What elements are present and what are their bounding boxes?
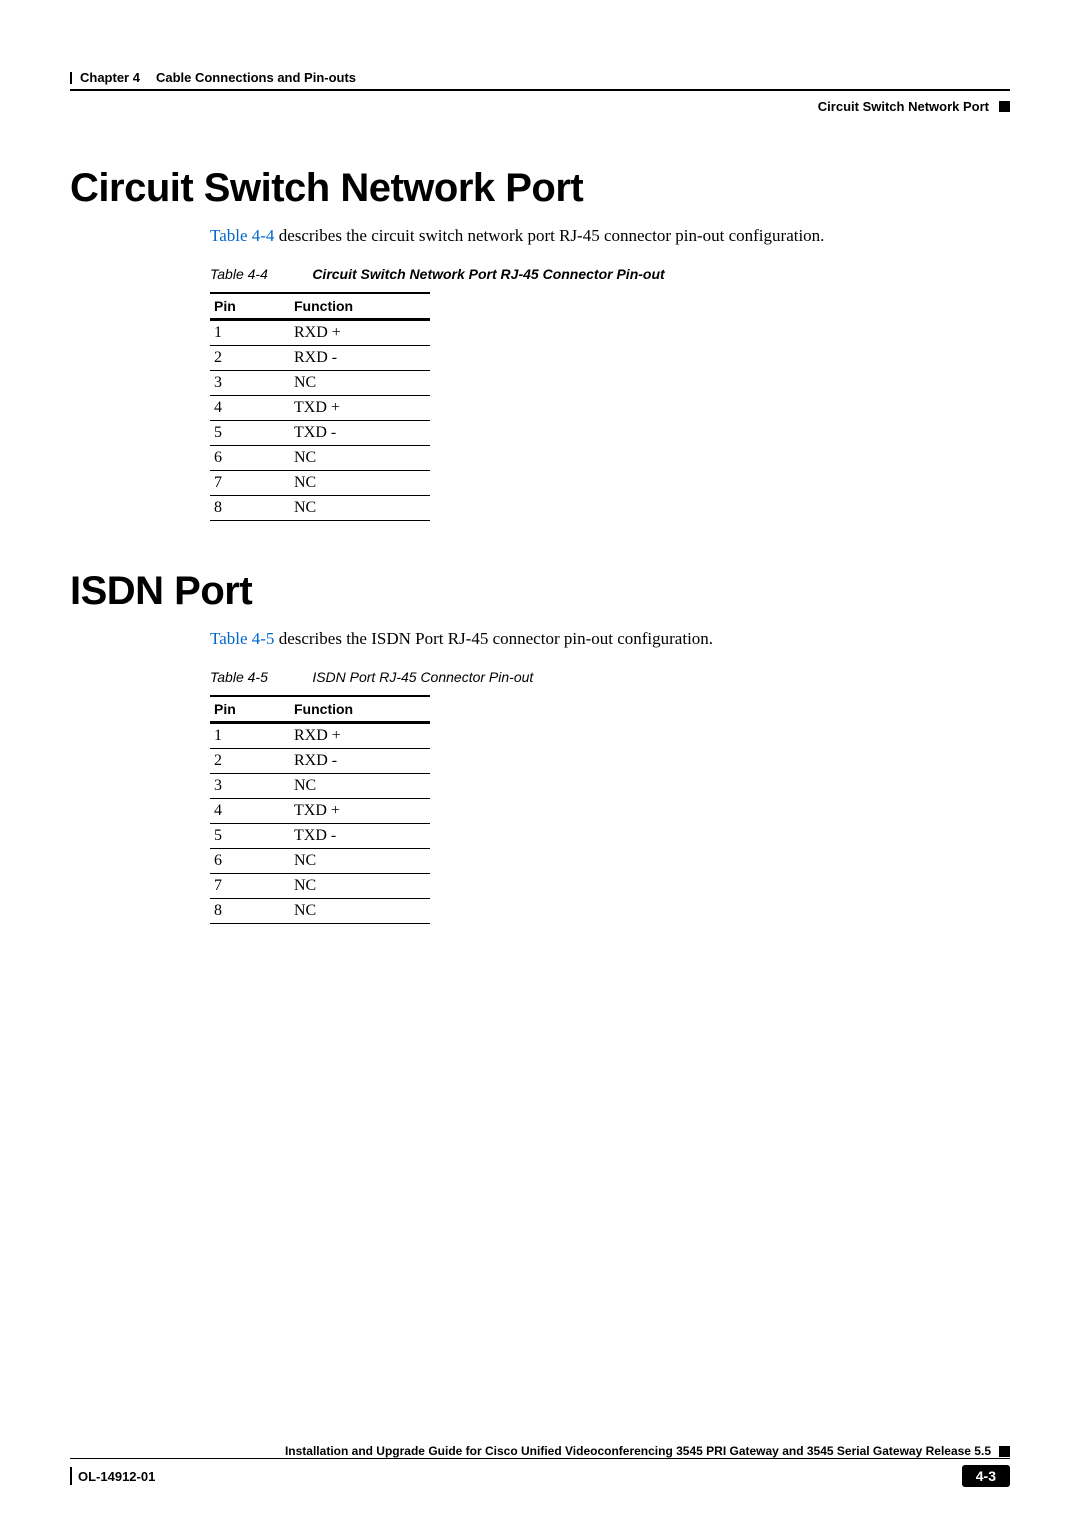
cell: 1 — [210, 723, 290, 748]
table-row: 2RXD - — [210, 748, 430, 773]
header-row-right: Circuit Switch Network Port — [70, 95, 1010, 118]
cell: 5 — [210, 420, 290, 445]
table-row: 2RXD - — [210, 345, 430, 370]
table-4-4-link[interactable]: Table 4-4 — [210, 226, 274, 245]
table-row: 1RXD + — [210, 320, 430, 345]
footer-tick-icon — [70, 1467, 72, 1485]
table-row: 3NC — [210, 370, 430, 395]
cell: RXD - — [290, 748, 430, 773]
cell: NC — [290, 848, 430, 873]
section-circuit-switch: Circuit Switch Network Port Table 4-4 de… — [70, 166, 1010, 521]
cell: NC — [290, 873, 430, 898]
chapter-title: Cable Connections and Pin-outs — [156, 70, 356, 85]
cell: 6 — [210, 445, 290, 470]
table-row: 5TXD - — [210, 420, 430, 445]
page: Chapter 4 Cable Connections and Pin-outs… — [0, 0, 1080, 1527]
footer-rule — [70, 1458, 1010, 1459]
cell: TXD - — [290, 823, 430, 848]
table-row: 6NC — [210, 445, 430, 470]
footer-title-row: Installation and Upgrade Guide for Cisco… — [70, 1444, 1010, 1458]
header-right: Circuit Switch Network Port — [818, 99, 1010, 114]
col-function: Function — [290, 293, 430, 319]
cell: NC — [290, 773, 430, 798]
table-row: 8NC — [210, 898, 430, 923]
doc-number: OL-14912-01 — [78, 1469, 155, 1484]
table-row: 4TXD + — [210, 395, 430, 420]
table-row: 7NC — [210, 470, 430, 495]
table-row: 7NC — [210, 873, 430, 898]
cell: 7 — [210, 873, 290, 898]
table-row: 1RXD + — [210, 723, 430, 748]
col-pin: Pin — [210, 696, 290, 722]
section2-title: ISDN Port — [70, 569, 1010, 614]
chapter-label: Chapter 4 — [80, 70, 140, 85]
table-4-4-caption: Table 4-4 Circuit Switch Network Port RJ… — [210, 266, 1010, 284]
col-function: Function — [290, 696, 430, 722]
table-row: 6NC — [210, 848, 430, 873]
page-header: Chapter 4 Cable Connections and Pin-outs… — [70, 70, 1010, 118]
cell: NC — [290, 495, 430, 520]
cell: 4 — [210, 395, 290, 420]
cell: RXD - — [290, 345, 430, 370]
table-row: 8NC — [210, 495, 430, 520]
page-footer: Installation and Upgrade Guide for Cisco… — [70, 1444, 1010, 1487]
header-marker-icon — [999, 101, 1010, 112]
page-number-badge: 4-3 — [962, 1465, 1010, 1487]
cell: NC — [290, 445, 430, 470]
section-isdn: ISDN Port Table 4-5 describes the ISDN P… — [70, 569, 1010, 924]
cell: 4 — [210, 798, 290, 823]
header-row: Chapter 4 Cable Connections and Pin-outs — [70, 70, 1010, 89]
table-row: 5TXD - — [210, 823, 430, 848]
cell: TXD - — [290, 420, 430, 445]
caption-title-4-5: ISDN Port RJ-45 Connector Pin-out — [312, 669, 533, 685]
table-row: 3NC — [210, 773, 430, 798]
cell: 5 — [210, 823, 290, 848]
cell: NC — [290, 370, 430, 395]
header-rule — [70, 89, 1010, 91]
cell: 8 — [210, 495, 290, 520]
cell: RXD + — [290, 723, 430, 748]
header-section-title: Circuit Switch Network Port — [818, 99, 989, 114]
table-4-4: Pin Function 1RXD + 2RXD - 3NC 4TXD + 5T… — [210, 292, 430, 521]
table-4-5: Pin Function 1RXD + 2RXD - 3NC 4TXD + 5T… — [210, 695, 430, 924]
caption-title-4-4: Circuit Switch Network Port RJ-45 Connec… — [312, 266, 664, 282]
section2-intro: Table 4-5 describes the ISDN Port RJ-45 … — [210, 628, 1010, 651]
cell: NC — [290, 898, 430, 923]
table-header-row: Pin Function — [210, 696, 430, 722]
section1-intro-text: describes the circuit switch network por… — [274, 226, 824, 245]
section1-intro: Table 4-4 describes the circuit switch n… — [210, 225, 1010, 248]
cell: 8 — [210, 898, 290, 923]
cell: 1 — [210, 320, 290, 345]
cell: 7 — [210, 470, 290, 495]
caption-label-4-4: Table 4-4 — [210, 266, 268, 282]
table-header-row: Pin Function — [210, 293, 430, 319]
cell: 3 — [210, 773, 290, 798]
cell: RXD + — [290, 320, 430, 345]
cell: 6 — [210, 848, 290, 873]
section1-title: Circuit Switch Network Port — [70, 166, 1010, 211]
cell: 2 — [210, 345, 290, 370]
footer-doc-number: OL-14912-01 — [70, 1467, 155, 1485]
col-pin: Pin — [210, 293, 290, 319]
footer-book-title: Installation and Upgrade Guide for Cisco… — [70, 1444, 991, 1458]
cell: 2 — [210, 748, 290, 773]
section2-intro-text: describes the ISDN Port RJ-45 connector … — [274, 629, 713, 648]
caption-label-4-5: Table 4-5 — [210, 669, 268, 685]
cell: TXD + — [290, 798, 430, 823]
table-4-5-caption: Table 4-5 ISDN Port RJ-45 Connector Pin-… — [210, 669, 1010, 687]
header-tick-icon — [70, 72, 72, 84]
table-row: 4TXD + — [210, 798, 430, 823]
cell: TXD + — [290, 395, 430, 420]
table-4-5-link[interactable]: Table 4-5 — [210, 629, 274, 648]
cell: NC — [290, 470, 430, 495]
footer-bottom-row: OL-14912-01 4-3 — [70, 1465, 1010, 1487]
header-left: Chapter 4 Cable Connections and Pin-outs — [70, 70, 356, 85]
cell: 3 — [210, 370, 290, 395]
footer-marker-icon — [999, 1446, 1010, 1457]
